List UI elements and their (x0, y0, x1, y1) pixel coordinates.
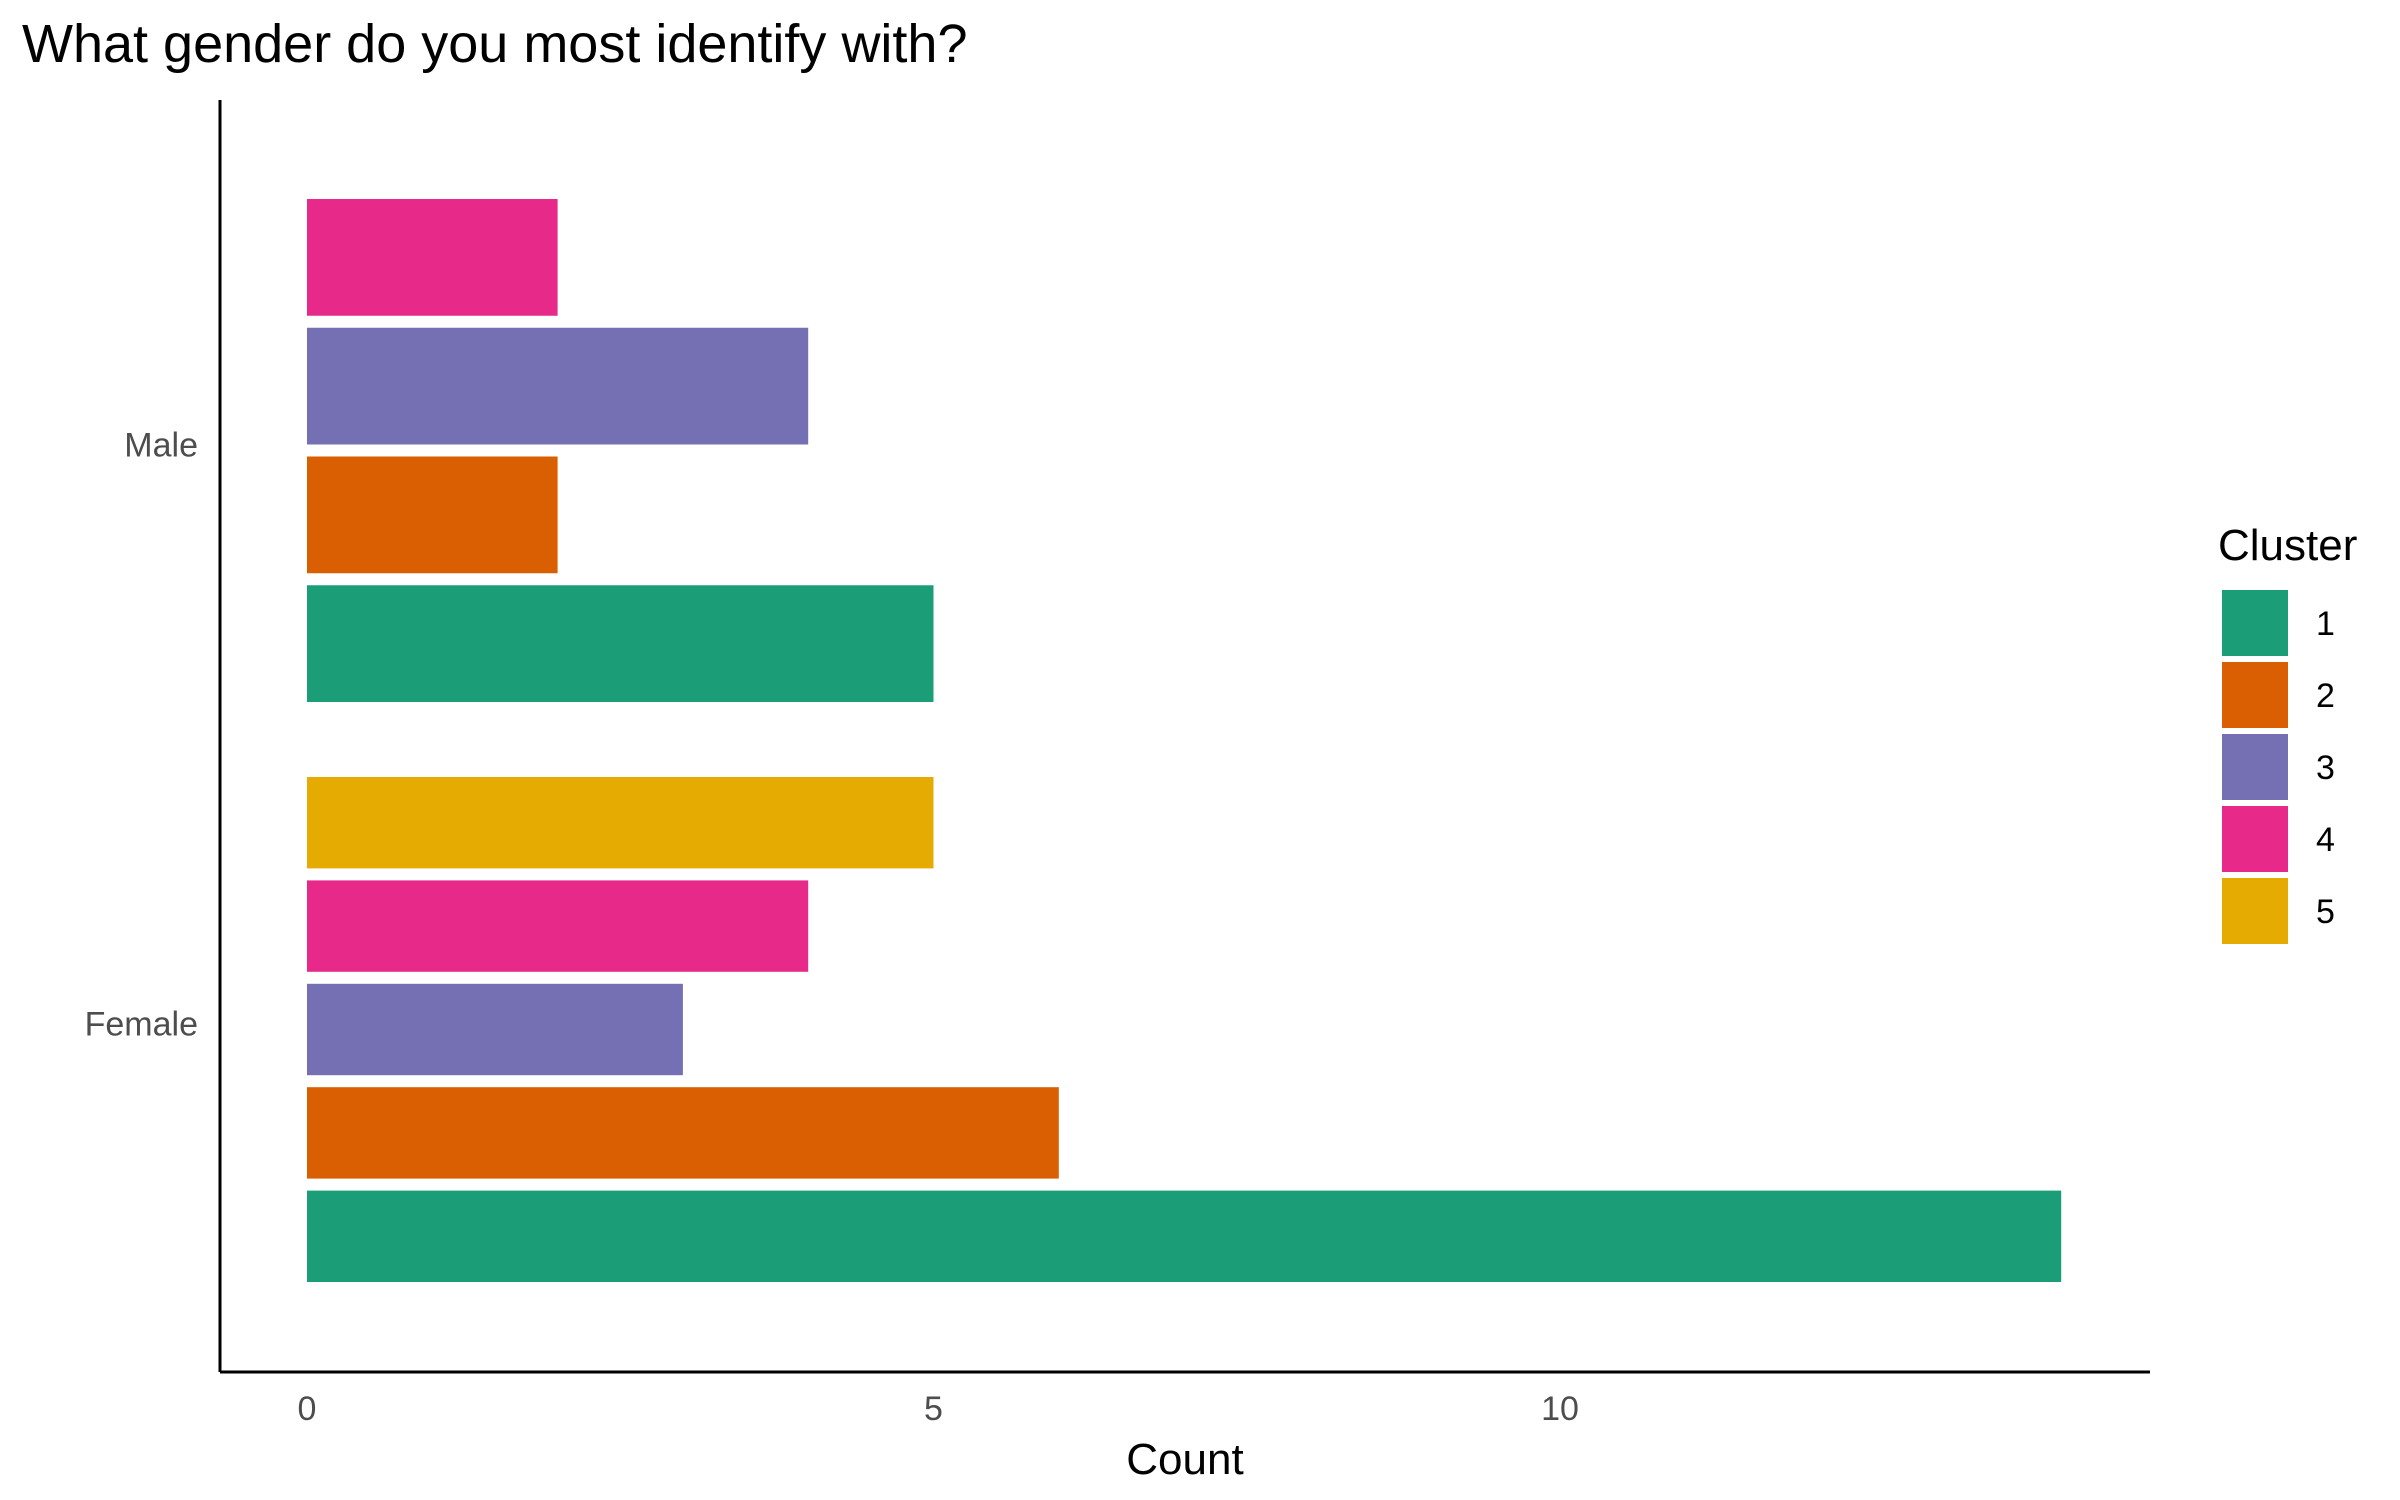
y-tick-label-male: Male (124, 427, 198, 465)
legend-swatch-4 (2222, 806, 2288, 872)
bar-female-cluster-4 (307, 880, 809, 972)
legend-label-4: 4 (2316, 821, 2335, 859)
bar-male-cluster-3 (307, 327, 809, 445)
bar-male-cluster-1 (307, 585, 934, 702)
bar-female-cluster-1 (307, 1190, 2062, 1282)
bar-female-cluster-3 (307, 983, 683, 1076)
legend-swatch-2 (2222, 662, 2288, 728)
legend-title: Cluster (2218, 521, 2357, 570)
bar-female-cluster-2 (307, 1087, 1059, 1179)
chart-title: What gender do you most identify with? (22, 14, 968, 74)
x-tick-label-0: 0 (298, 1390, 317, 1428)
legend: Cluster 1 2 3 4 5 (2218, 521, 2357, 944)
x-tick-label-5: 5 (924, 1390, 943, 1428)
legend-label-3: 3 (2316, 749, 2335, 787)
legend-swatch-5 (2222, 878, 2288, 944)
x-tick-label-10: 10 (1541, 1390, 1579, 1428)
x-axis: 0 5 10 (220, 1370, 2150, 1428)
legend-label-5: 5 (2316, 893, 2335, 931)
x-axis-title: Count (1126, 1435, 1243, 1484)
legend-swatch-3 (2222, 734, 2288, 800)
bar-female-cluster-5 (307, 777, 934, 869)
y-tick-label-female: Female (85, 1006, 198, 1044)
y-axis: Female Male (85, 100, 222, 1372)
legend-label-2: 2 (2316, 677, 2335, 715)
legend-swatch-1 (2222, 590, 2288, 656)
bar-male-cluster-2 (307, 456, 558, 574)
plot-area (307, 199, 2062, 1282)
legend-label-1: 1 (2316, 605, 2335, 643)
bar-male-cluster-4 (307, 199, 558, 316)
